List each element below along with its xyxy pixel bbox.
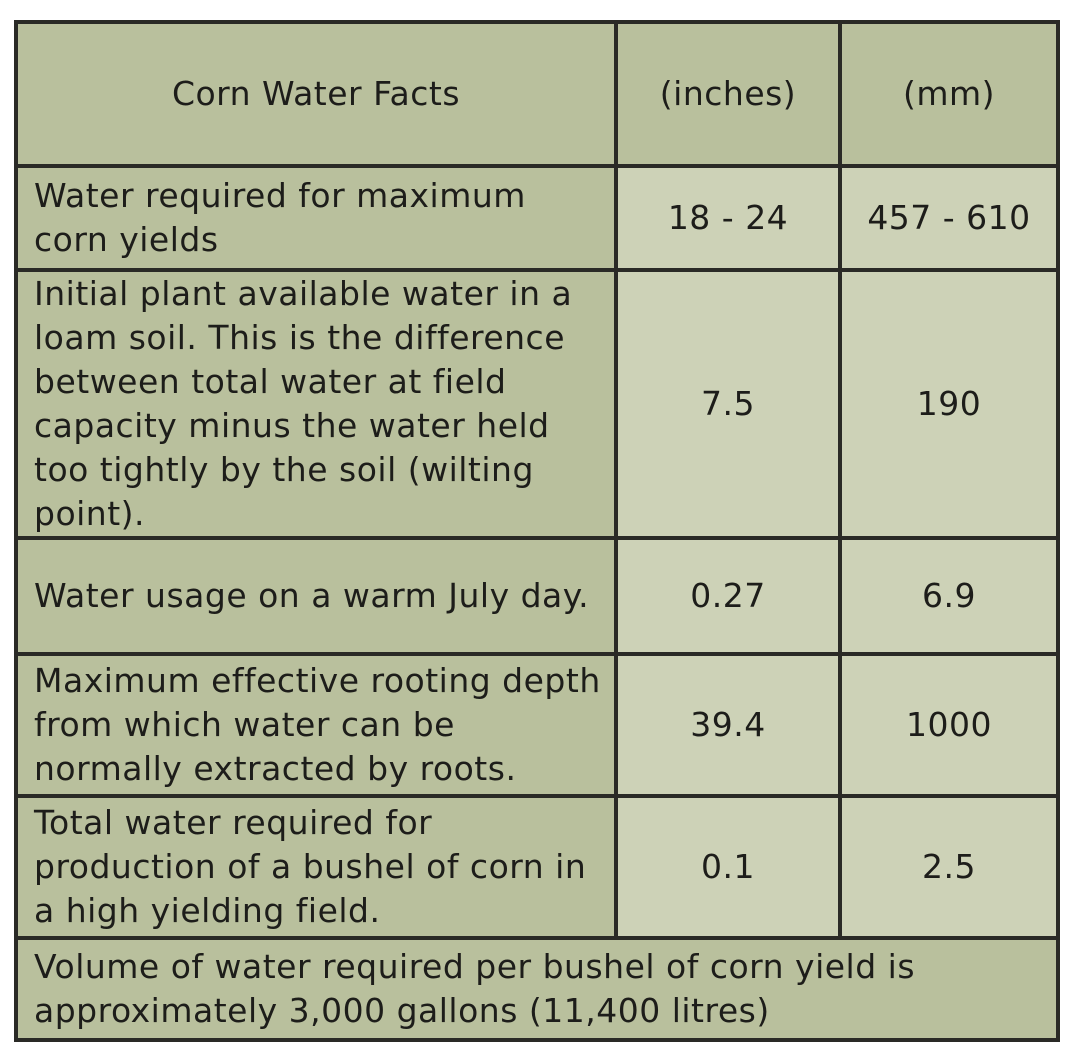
mm-column-header: (mm) bbox=[838, 20, 1060, 168]
row-inches-value: 39.4 bbox=[614, 652, 842, 798]
row-inches-value: 7.5 bbox=[614, 268, 842, 540]
row-inches-value: 0.1 bbox=[614, 794, 842, 940]
table-title-header: Corn Water Facts bbox=[14, 20, 618, 168]
table-row: Total water required for production of a… bbox=[14, 794, 1060, 940]
row-mm-value: 2.5 bbox=[838, 794, 1060, 940]
table-row: Water usage on a warm July day. 0.27 6.9 bbox=[14, 536, 1060, 656]
row-mm-value: 190 bbox=[838, 268, 1060, 540]
row-label: Water usage on a warm July day. bbox=[14, 536, 618, 656]
table-footer-row: Volume of water required per bushel of c… bbox=[14, 936, 1060, 1042]
corn-water-facts-table: Corn Water Facts (inches) (mm) Water req… bbox=[14, 20, 1060, 1042]
row-mm-value: 1000 bbox=[838, 652, 1060, 798]
table-footer-note: Volume of water required per bushel of c… bbox=[14, 936, 1060, 1042]
table-row: Initial plant available water in a loam … bbox=[14, 268, 1060, 540]
table-header-row: Corn Water Facts (inches) (mm) bbox=[14, 20, 1060, 168]
row-inches-value: 18 - 24 bbox=[614, 164, 842, 272]
table-row: Maximum effective rooting depth from whi… bbox=[14, 652, 1060, 798]
row-inches-value: 0.27 bbox=[614, 536, 842, 656]
table-row: Water required for maximum corn yields 1… bbox=[14, 164, 1060, 272]
row-label: Total water required for production of a… bbox=[14, 794, 618, 940]
inches-column-header: (inches) bbox=[614, 20, 842, 168]
row-mm-value: 457 - 610 bbox=[838, 164, 1060, 272]
row-label: Water required for maximum corn yields bbox=[14, 164, 618, 272]
row-label: Initial plant available water in a loam … bbox=[14, 268, 618, 540]
row-mm-value: 6.9 bbox=[838, 536, 1060, 656]
row-label: Maximum effective rooting depth from whi… bbox=[14, 652, 618, 798]
